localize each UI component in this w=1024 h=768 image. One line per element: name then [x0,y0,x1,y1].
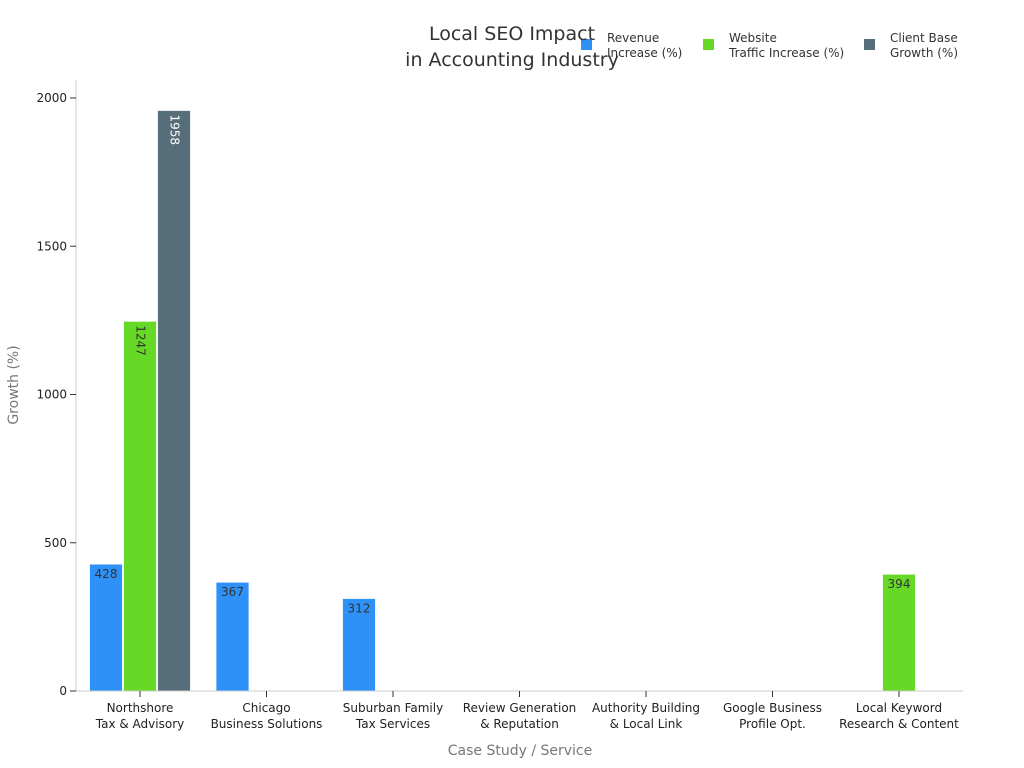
x-tick-label: Review Generation & Reputation [463,701,577,731]
data-label: 312 [348,601,371,615]
x-tick-label: Local Keyword Research & Content [839,701,959,731]
x-tick-label: Google Business Profile Opt. [723,701,822,731]
y-tick-label: 500 [44,536,67,550]
y-tick-label: 1000 [36,388,67,402]
legend-swatch [703,39,714,50]
data-label: 394 [888,577,911,591]
bars: 428 367 312 1247 394 1958 [89,110,916,692]
bar [342,598,376,692]
x-tick-label: Chicago Business Solutions [211,701,323,731]
titles: Local SEO Impact in Accounting Industry [405,23,619,71]
bar [123,320,157,692]
x-tick-label: Suburban Family Tax Services [343,701,443,731]
data-label: 367 [221,585,244,599]
bar [89,563,123,692]
bar [215,581,250,692]
legend-label: Website Traffic Increase (%) [728,31,844,60]
data-label: 1247 [134,325,148,356]
legend: Revenue Increase (%) Website Traffic Increa… [581,31,958,60]
y-tick-label: 1500 [36,239,67,253]
legend-label: Client Base Growth (%) [890,31,958,60]
legend-swatch [864,39,875,50]
data-label: 1958 [168,114,182,145]
bar [157,110,191,692]
y-tick-label: 0 [59,684,67,698]
chart-title: Local SEO Impact in Accounting Industry [405,23,619,71]
data-label: 428 [95,567,118,581]
bar [882,573,916,692]
y-axis-title: Growth (%) [6,345,22,424]
x-tick-label: Authority Building & Local Link [592,701,700,731]
legend-swatch [581,39,592,50]
x-axis-title: Case Study / Service [448,743,593,759]
axes: 0 500 1000 1500 2000 Northshore Tax & Advisory… [6,80,963,759]
x-tick-label: Northshore Tax & Advisory [95,701,184,731]
legend-label: Revenue Increase (%) [607,31,682,60]
y-tick-label: 2000 [36,91,67,105]
